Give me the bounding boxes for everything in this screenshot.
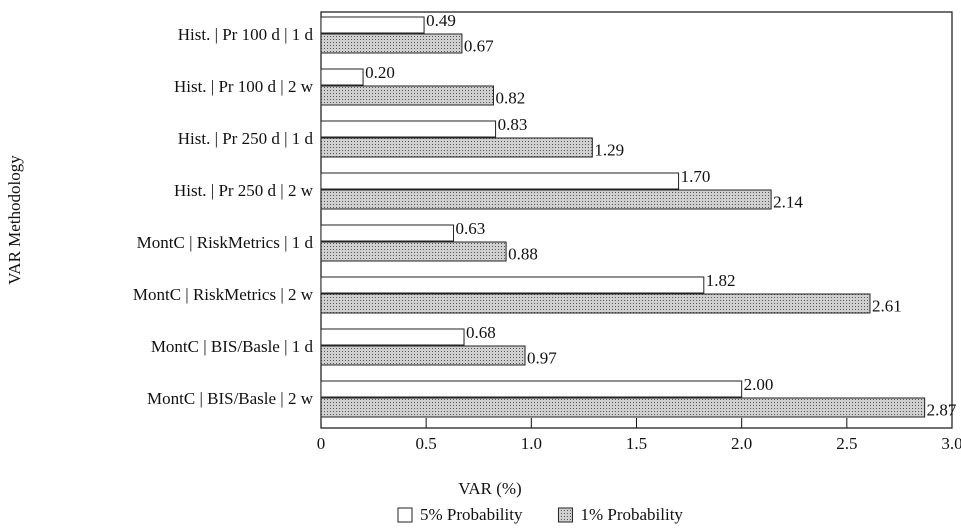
y-tick-label: Hist. | Pr 250 d | 2 w — [174, 181, 314, 200]
y-tick-label: MontC | BIS/Basle | 1 d — [151, 337, 314, 356]
legend-label: 5% Probability — [420, 505, 523, 524]
bar — [320, 328, 465, 346]
y-axis-label: VAR Methodology — [5, 155, 24, 285]
legend-label: 1% Probability — [580, 505, 683, 524]
x-tick-label: 1.0 — [521, 434, 542, 453]
value-label: 0.20 — [365, 63, 395, 82]
x-tick-label: 2.0 — [731, 434, 752, 453]
bar — [320, 224, 455, 242]
bar — [320, 380, 743, 398]
bar — [320, 85, 494, 106]
bar — [320, 293, 871, 314]
bar — [320, 241, 507, 262]
value-label: 0.49 — [426, 11, 456, 30]
x-tick-label: 3.0 — [941, 434, 961, 453]
bar — [320, 68, 364, 86]
x-tick-label: 0.5 — [416, 434, 437, 453]
bar — [320, 397, 926, 418]
bar — [320, 33, 463, 54]
value-label: 2.61 — [872, 296, 902, 315]
value-label: 0.97 — [527, 348, 557, 367]
legend-swatch — [397, 507, 413, 523]
bar — [320, 172, 680, 190]
bar — [320, 16, 425, 34]
value-label: 1.29 — [594, 140, 624, 159]
y-tick-label: Hist. | Pr 100 d | 2 w — [174, 77, 314, 96]
x-tick-label: 2.5 — [836, 434, 857, 453]
legend-swatch — [557, 507, 573, 523]
y-tick-label: MontC | RiskMetrics | 2 w — [133, 285, 314, 304]
value-label: 0.83 — [498, 115, 528, 134]
bar — [320, 189, 772, 210]
bar — [320, 137, 593, 158]
x-tick-label: 1.5 — [626, 434, 647, 453]
y-tick-label: MontC | BIS/Basle | 2 w — [147, 389, 314, 408]
value-label: 1.70 — [681, 167, 711, 186]
value-label: 0.88 — [508, 244, 538, 263]
y-tick-label: Hist. | Pr 100 d | 1 d — [178, 25, 314, 44]
bar — [320, 120, 497, 138]
value-label: 0.63 — [456, 219, 486, 238]
value-label: 2.87 — [927, 400, 957, 419]
plot-frame — [320, 11, 953, 429]
value-label: 0.68 — [466, 323, 496, 342]
value-label: 0.82 — [495, 88, 525, 107]
y-tick-label: Hist. | Pr 250 d | 1 d — [178, 129, 314, 148]
bar — [320, 276, 705, 294]
value-label: 1.82 — [706, 271, 736, 290]
y-tick-label: MontC | RiskMetrics | 1 d — [137, 233, 314, 252]
value-label: 2.00 — [744, 375, 774, 394]
x-axis-label: VAR (%) — [458, 479, 521, 498]
bar — [320, 345, 526, 366]
x-tick-label: 0 — [317, 434, 326, 453]
value-label: 2.14 — [773, 192, 803, 211]
value-label: 0.67 — [464, 36, 494, 55]
